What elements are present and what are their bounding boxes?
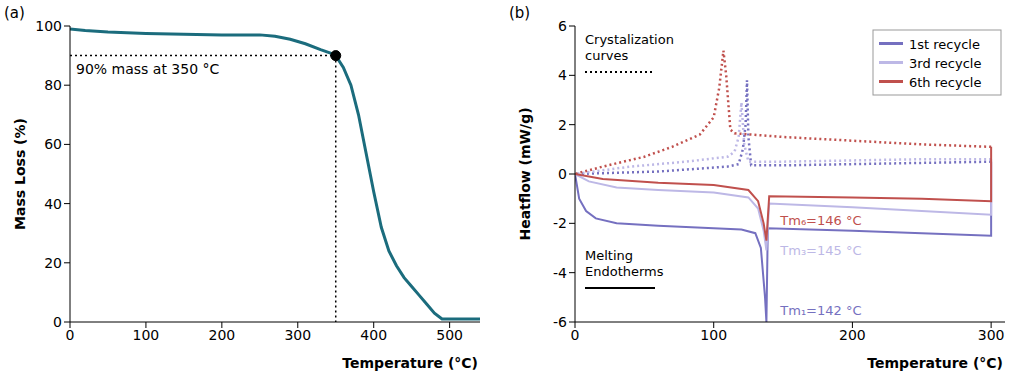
svg-text:(b): (b) xyxy=(509,4,530,22)
svg-text:Crystalization: Crystalization xyxy=(585,32,674,47)
svg-text:300: 300 xyxy=(284,327,311,343)
svg-text:400: 400 xyxy=(360,327,387,343)
svg-text:0: 0 xyxy=(571,327,580,343)
svg-text:1st recycle: 1st recycle xyxy=(909,37,980,52)
svg-text:-6: -6 xyxy=(553,314,567,330)
svg-text:200: 200 xyxy=(839,327,866,343)
svg-text:40: 40 xyxy=(44,196,62,212)
svg-text:0: 0 xyxy=(53,314,62,330)
svg-text:Temperature (°C): Temperature (°C) xyxy=(342,355,478,371)
svg-text:100: 100 xyxy=(35,18,62,34)
svg-text:Temperature (°C): Temperature (°C) xyxy=(867,355,1003,371)
svg-text:-2: -2 xyxy=(553,215,567,231)
svg-text:6th recycle: 6th recycle xyxy=(909,75,981,90)
svg-text:Tm₆=146 °C: Tm₆=146 °C xyxy=(779,213,861,228)
svg-text:0: 0 xyxy=(66,327,75,343)
svg-text:Melting: Melting xyxy=(585,248,633,263)
svg-text:(a): (a) xyxy=(4,4,25,22)
svg-text:0: 0 xyxy=(558,166,567,182)
svg-text:Heatflow (mW/g): Heatflow (mW/g) xyxy=(517,107,533,240)
svg-text:100: 100 xyxy=(700,327,727,343)
svg-text:100: 100 xyxy=(133,327,160,343)
svg-text:3rd recycle: 3rd recycle xyxy=(909,56,981,71)
svg-text:Tm₁=142 °C: Tm₁=142 °C xyxy=(779,303,861,318)
svg-text:Mass Loss (%): Mass Loss (%) xyxy=(12,118,28,230)
svg-text:Tm₃=145 °C: Tm₃=145 °C xyxy=(779,243,861,258)
svg-text:curves: curves xyxy=(585,48,628,63)
svg-text:-4: -4 xyxy=(553,265,567,281)
svg-text:200: 200 xyxy=(208,327,235,343)
svg-text:20: 20 xyxy=(44,255,62,271)
svg-text:500: 500 xyxy=(436,327,463,343)
svg-text:Endotherms: Endotherms xyxy=(585,264,664,279)
svg-text:2: 2 xyxy=(558,117,567,133)
svg-text:90% mass at 350 °C: 90% mass at 350 °C xyxy=(76,61,220,77)
svg-text:60: 60 xyxy=(44,136,62,152)
svg-text:4: 4 xyxy=(558,67,567,83)
svg-text:6: 6 xyxy=(558,18,567,34)
svg-text:80: 80 xyxy=(44,77,62,93)
svg-text:300: 300 xyxy=(978,327,1005,343)
